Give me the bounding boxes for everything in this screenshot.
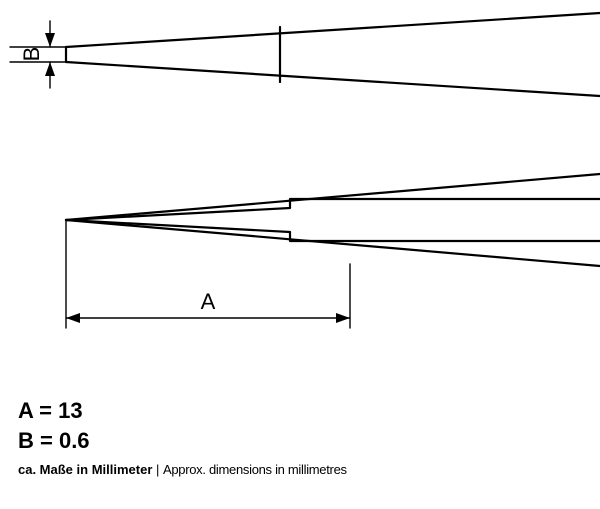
caption-sep: |	[152, 462, 163, 477]
technical-drawing: BA	[0, 0, 600, 509]
dim-label-b: B	[19, 47, 44, 62]
legend-b: B = 0.6	[18, 428, 90, 454]
legend-a: A = 13	[18, 398, 83, 424]
diagram-stage: BA A = 13 B = 0.6 ca. Maße in Millimeter…	[0, 0, 600, 509]
caption-de: ca. Maße in Millimeter	[18, 462, 152, 477]
caption: ca. Maße in Millimeter | Approx. dimensi…	[18, 462, 347, 477]
caption-en: Approx. dimensions in millimetres	[163, 462, 347, 477]
dim-label-a: A	[201, 289, 216, 314]
